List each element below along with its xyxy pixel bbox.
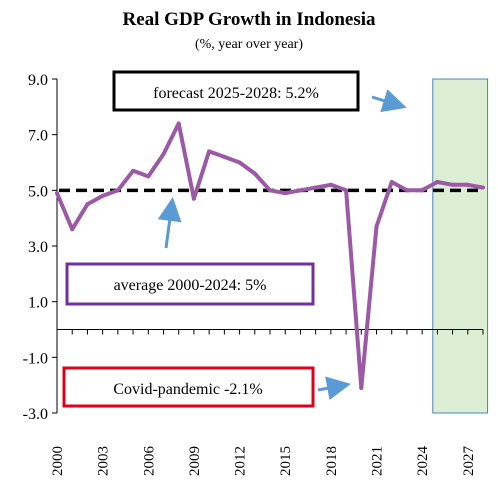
data-point-2004 bbox=[115, 188, 120, 193]
x-tick-label: 2015 bbox=[278, 446, 294, 476]
data-point-2020 bbox=[359, 385, 364, 390]
data-point-2000 bbox=[55, 191, 59, 196]
data-point-2028 bbox=[481, 185, 485, 190]
annotation-forecast-box bbox=[112, 70, 360, 112]
y-tick-label: 7.0 bbox=[28, 128, 48, 145]
forecast-band bbox=[432, 78, 489, 414]
data-point-2023 bbox=[404, 188, 409, 193]
annotation-forecast-arrow bbox=[371, 89, 407, 113]
x-tick-label: 2003 bbox=[96, 446, 112, 476]
data-point-2015 bbox=[283, 191, 288, 196]
data-point-2013 bbox=[252, 171, 257, 176]
data-point-2009 bbox=[191, 196, 196, 201]
chart-subtitle: (%, year over year) bbox=[195, 37, 303, 52]
series-points bbox=[55, 121, 485, 390]
y-tick-label: -3.0 bbox=[23, 406, 48, 423]
data-point-2002 bbox=[85, 202, 90, 207]
x-axis-ticks: 2000 2003 2006 2009 2012 2015 2018 2021 2024 2027 bbox=[50, 329, 484, 477]
y-tick-label: 5.0 bbox=[28, 183, 48, 200]
annotation-covid-text: Covid-pandemic -2.1% bbox=[113, 381, 262, 398]
data-point-2001 bbox=[70, 227, 75, 232]
annotation-covid-box bbox=[62, 366, 315, 408]
annotation-average-arrow bbox=[157, 197, 182, 249]
data-point-2016 bbox=[298, 188, 303, 193]
data-point-2012 bbox=[237, 160, 242, 165]
x-tick-label: 2027 bbox=[461, 446, 477, 477]
y-tick-label: -1.0 bbox=[23, 350, 48, 367]
annotation-average-text: average 2000-2024: 5% bbox=[114, 277, 267, 294]
data-point-2006 bbox=[146, 174, 151, 179]
data-point-2008 bbox=[176, 121, 181, 126]
annotation-forecast: forecast 2025-2028: 5.2% bbox=[112, 70, 407, 113]
chart-title: Real GDP Growth in Indonesia bbox=[122, 9, 376, 30]
data-point-2022 bbox=[389, 179, 394, 184]
data-point-2014 bbox=[268, 188, 272, 193]
data-point-2011 bbox=[222, 154, 227, 159]
data-point-2017 bbox=[313, 185, 318, 190]
data-point-2025 bbox=[435, 179, 440, 184]
y-axis-ticks: 9.0 7.0 5.0 3.0 1.0 -1.0 -3.0 bbox=[23, 72, 57, 423]
x-tick-label: 2009 bbox=[187, 446, 203, 476]
series-line-gdp-growth bbox=[55, 121, 484, 390]
data-point-2003 bbox=[100, 193, 105, 198]
data-point-2018 bbox=[328, 182, 333, 187]
annotation-forecast-text: forecast 2025-2028: 5.2% bbox=[153, 85, 319, 102]
annotation-covid-arrow bbox=[317, 376, 351, 401]
x-tick-label: 2018 bbox=[324, 446, 340, 476]
data-point-2021 bbox=[374, 224, 379, 229]
x-tick-label: 2024 bbox=[415, 446, 431, 477]
y-tick-label: 9.0 bbox=[28, 72, 48, 89]
data-point-2005 bbox=[131, 168, 136, 173]
data-point-2010 bbox=[207, 149, 212, 154]
y-tick-label: 3.0 bbox=[28, 239, 48, 256]
data-point-2027 bbox=[465, 182, 470, 187]
data-point-2007 bbox=[161, 152, 166, 157]
data-point-2024 bbox=[420, 188, 425, 193]
annotation-covid: Covid-pandemic -2.1% bbox=[62, 366, 351, 408]
annotation-average: average 2000-2024: 5% bbox=[65, 197, 315, 306]
data-point-2019 bbox=[344, 188, 349, 193]
data-point-2026 bbox=[450, 182, 455, 187]
annotation-average-box bbox=[65, 262, 315, 306]
x-tick-label: 2006 bbox=[141, 446, 157, 477]
x-tick-label: 2012 bbox=[233, 446, 249, 476]
x-tick-label: 2021 bbox=[370, 446, 386, 476]
y-tick-label: 1.0 bbox=[28, 295, 48, 312]
x-tick-label: 2000 bbox=[50, 446, 66, 476]
